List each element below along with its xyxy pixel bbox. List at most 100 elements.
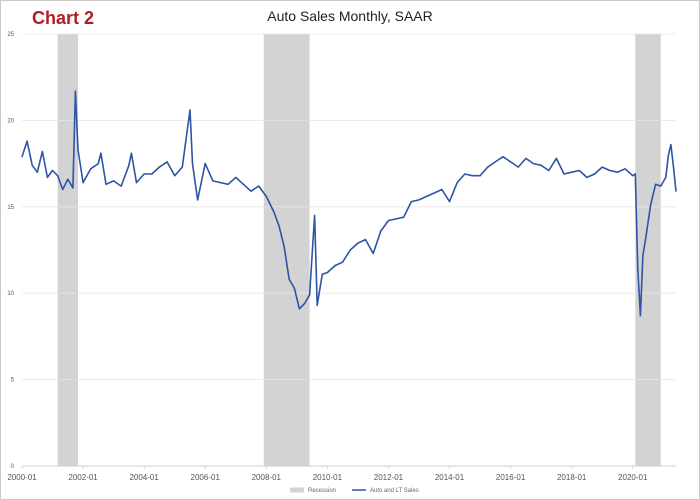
data-point-2008-08 [283, 245, 285, 248]
data-point-2002-01 [82, 182, 84, 184]
data-point-2020-04 [639, 315, 641, 317]
axes: 0 5 10 15 20 25 2000-01 2002-01 2004-01 2006-01 20… [7, 32, 676, 482]
data-point-2020-01 [632, 175, 634, 177]
series-layer [21, 90, 677, 317]
data-point-2009-06 [308, 294, 311, 296]
data-point-2003-07 [128, 164, 130, 166]
y-tick-label-20: 20 [7, 118, 14, 124]
data-point-2010-07 [342, 261, 344, 263]
x-tick-label-2018-01: 2018-01 [557, 473, 587, 482]
legend: Recession Auto and LT Sales [290, 487, 419, 494]
y-tick-label-25: 25 [7, 32, 14, 38]
data-point-2021-03 [667, 154, 669, 156]
data-point-2017-04 [548, 169, 550, 172]
x-tick-label-2000-01: 2000-01 [7, 473, 37, 482]
data-point-2000-07 [36, 171, 38, 173]
data-point-2001-09 [72, 187, 74, 189]
data-point-2012-07 [403, 216, 405, 218]
data-point-2001-01 [51, 169, 54, 172]
x-tick-label-2006-01: 2006-01 [191, 473, 221, 482]
chart-title: Auto Sales Monthly, SAAR [267, 8, 433, 24]
x-tick-label-2004-01: 2004-01 [129, 473, 159, 482]
data-point-2013-01 [418, 199, 420, 201]
y-tick-label-15: 15 [7, 205, 14, 211]
data-point-2009-02 [298, 308, 300, 310]
data-point-2019-07 [616, 171, 619, 173]
data-point-2007-04 [242, 183, 244, 185]
data-point-2012-01 [387, 220, 390, 222]
data-point-2009-08 [314, 214, 316, 217]
x-tick-label-2016-01: 2016-01 [496, 473, 526, 482]
data-point-2002-04 [90, 168, 92, 170]
data-point-2003-04 [120, 185, 122, 187]
data-point-2013-10 [441, 188, 443, 191]
y-tick-label-0: 0 [11, 464, 15, 470]
data-point-2004-04 [151, 173, 153, 175]
data-point-2014-07 [464, 173, 466, 175]
data-point-2002-10 [105, 183, 107, 185]
data-point-2016-07 [525, 157, 527, 160]
data-point-2000-03 [26, 140, 28, 142]
data-point-2011-10 [380, 230, 382, 232]
data-point-2014-01 [448, 201, 451, 203]
data-point-2005-01 [174, 175, 176, 177]
data-point-2001-10 [74, 90, 77, 92]
data-point-2020-02 [634, 173, 636, 175]
data-point-2019-10 [624, 168, 626, 170]
data-point-2020-05 [642, 254, 644, 256]
data-point-2005-08 [191, 163, 194, 165]
recession-bar-2 [635, 34, 661, 466]
data-point-2006-10 [227, 183, 229, 185]
data-point-2010-01 [326, 271, 328, 274]
data-point-2004-07 [158, 166, 161, 168]
data-point-2008-12 [293, 287, 295, 289]
data-point-2001-07 [67, 178, 69, 180]
x-tick-label-2008-01: 2008-01 [252, 473, 282, 482]
data-point-2018-07 [586, 176, 588, 179]
data-point-2020-03 [637, 268, 639, 270]
data-point-2019-04 [609, 169, 611, 172]
data-point-2007-10 [258, 185, 260, 187]
data-point-2015-01 [479, 175, 481, 177]
legend-label-0: Recession [308, 488, 336, 494]
data-point-2007-01 [235, 176, 237, 179]
data-point-2008-06 [278, 225, 280, 227]
data-point-2018-04 [578, 169, 580, 172]
data-point-2011-07 [372, 252, 374, 255]
data-point-2012-10 [410, 201, 412, 203]
data-point-2021-02 [665, 176, 667, 179]
x-tick-label-2014-01: 2014-01 [435, 473, 465, 482]
data-point-2005-10 [196, 199, 199, 201]
data-point-2001-11 [77, 149, 79, 151]
data-point-2006-01 [204, 163, 206, 165]
data-point-2002-08 [100, 152, 102, 154]
data-point-2012-04 [395, 218, 397, 220]
y-tick-label-5: 5 [11, 378, 15, 384]
x-tick-label-2002-01: 2002-01 [68, 473, 98, 482]
data-point-2018-10 [593, 173, 596, 175]
data-point-2001-03 [57, 175, 59, 177]
x-tick-label-2012-01: 2012-01 [374, 473, 404, 482]
data-point-2019-01 [601, 166, 603, 168]
recession-bar-1 [263, 34, 310, 466]
data-point-2014-10 [471, 175, 474, 177]
data-point-2013-07 [433, 192, 435, 194]
data-point-2015-04 [487, 166, 489, 168]
chart-number-label: Chart 2 [32, 8, 95, 28]
data-point-2005-07 [189, 109, 191, 111]
data-point-2009-11 [321, 273, 323, 275]
data-point-2010-10 [349, 249, 351, 251]
data-point-2021-05 [672, 166, 675, 168]
series-line-auto-and-lt-sales [21, 90, 677, 317]
data-point-2010-04 [334, 264, 336, 267]
y-tick-label-10: 10 [7, 291, 14, 297]
data-point-2000-05 [31, 164, 33, 166]
data-point-2000-11 [46, 176, 49, 179]
data-point-2011-01 [357, 242, 359, 244]
data-point-2020-06 [644, 239, 647, 241]
data-point-2009-04 [303, 302, 306, 305]
x-tick-label-2010-01: 2010-01 [313, 473, 343, 482]
data-point-2021-06 [675, 190, 677, 192]
data-point-2016-01 [509, 161, 512, 163]
